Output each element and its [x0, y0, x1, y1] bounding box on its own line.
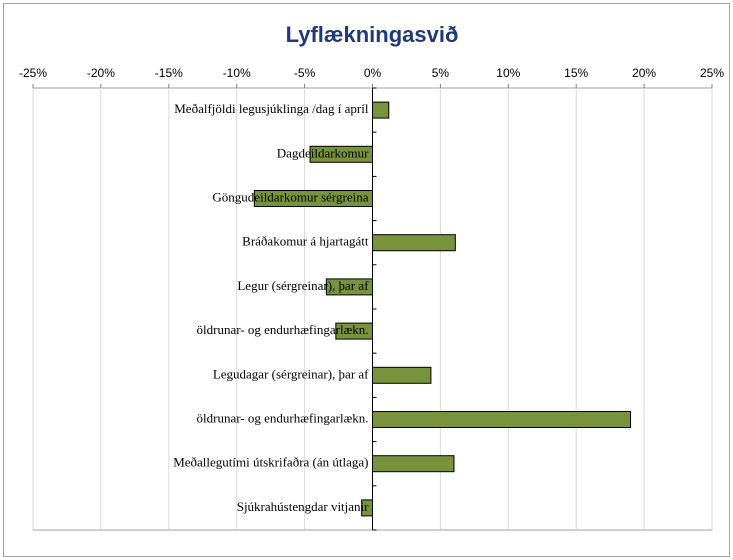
y-tick-label: Dagdeildarkomur	[277, 145, 369, 160]
bar	[372, 411, 632, 428]
bar	[372, 101, 390, 119]
y-tick-label: Göngudeildarkomur sérgreina	[212, 189, 368, 204]
x-tick-label: -15%	[155, 66, 183, 80]
y-tick-label: öldrunar- og endurhæfingarlækn.	[197, 410, 369, 425]
x-tick-label: -5%	[294, 66, 316, 80]
y-tick-label: Meðalfjöldi legusjúklinga /dag í apríl	[174, 101, 369, 116]
x-tick-label: 25%	[700, 66, 724, 80]
bar	[372, 366, 432, 384]
y-tick-label: Meðallegutími útskrifaðra (án útlaga)	[173, 455, 368, 470]
y-tick-label: Sjúkrahústengdar vitjanir	[237, 499, 369, 514]
x-tick-label: 5%	[432, 66, 450, 80]
y-tick-label: öldrunar- og endurhæfingarlækn.	[197, 322, 369, 337]
bar	[372, 455, 455, 473]
x-tick-label: -25%	[19, 66, 47, 80]
y-tick-label: Legur (sérgreinar), þar af	[237, 278, 369, 293]
x-tick-label: -10%	[223, 66, 251, 80]
x-tick-label: 10%	[496, 66, 520, 80]
x-tick-label: -20%	[87, 66, 115, 80]
y-tick-label: Legudagar (sérgreinar), þar af	[213, 366, 369, 381]
x-tick-label: 0%	[364, 66, 382, 80]
x-tick-label: 20%	[632, 66, 656, 80]
chart-title: Lyflækningasvið	[286, 22, 459, 47]
y-tick-label: Bráðakomur á hjartagátt	[242, 234, 369, 249]
bar	[372, 234, 456, 252]
x-tick-label: 15%	[564, 66, 588, 80]
